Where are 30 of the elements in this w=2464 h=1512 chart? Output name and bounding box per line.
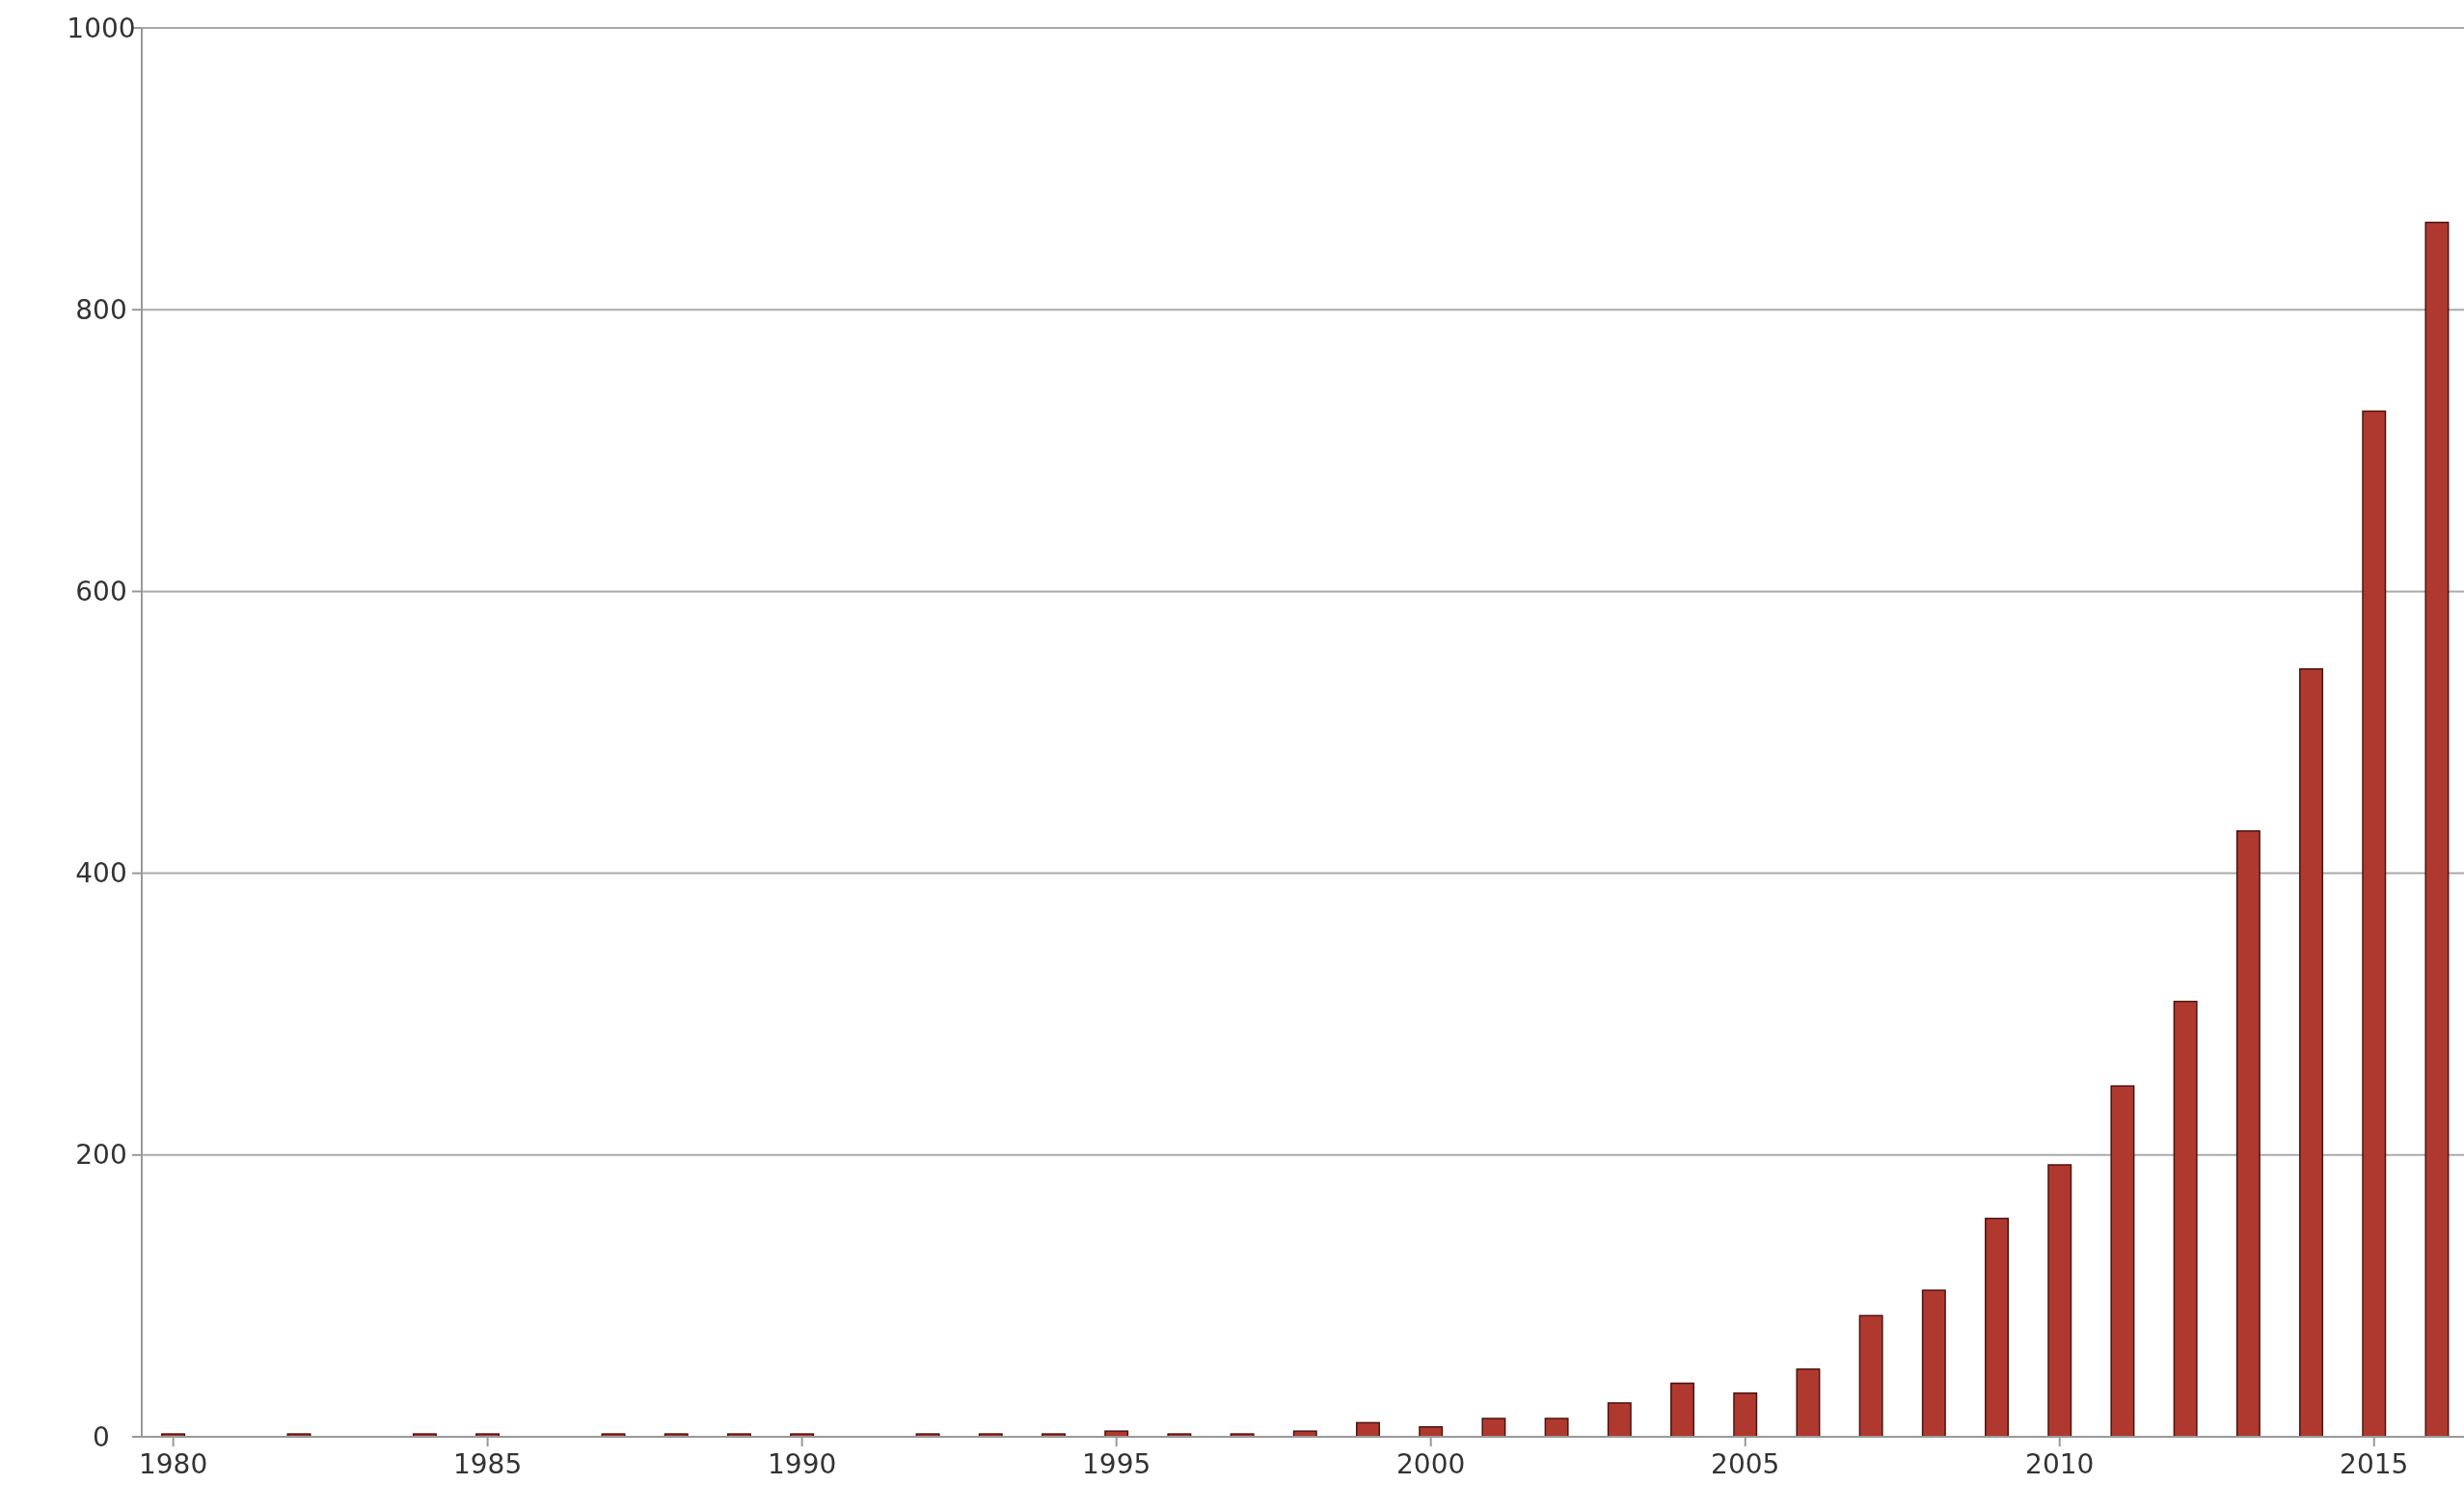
bar	[2235, 830, 2261, 1438]
bar	[2424, 221, 2450, 1438]
bar	[1481, 1418, 1506, 1438]
y-tick-label: 0	[93, 1420, 110, 1453]
bar	[2173, 1000, 2198, 1438]
bar	[1733, 1391, 1758, 1438]
bar	[1544, 1418, 1569, 1438]
x-tick-label: 1980	[138, 1448, 208, 1480]
x-tick-label: 1985	[452, 1448, 523, 1480]
x-tick-label: 2000	[1396, 1448, 1466, 1480]
y-tick-label: 1000	[67, 12, 136, 44]
bar	[2299, 668, 2324, 1438]
y-tick-label: 400	[75, 857, 127, 890]
y-tick-label: 600	[75, 575, 127, 608]
x-tick-label: 2015	[2340, 1448, 2409, 1480]
y-tick-label: 200	[75, 1139, 127, 1172]
y-tick-label: 800	[75, 293, 127, 326]
bar	[1921, 1289, 1946, 1438]
bar	[1607, 1402, 1632, 1438]
x-tick-label: 1990	[768, 1448, 837, 1480]
x-tick-label: 2005	[1711, 1448, 1780, 1480]
bar	[2362, 410, 2387, 1438]
bar	[2047, 1164, 2072, 1438]
bar	[1858, 1314, 1883, 1438]
bar	[1670, 1382, 1694, 1438]
x-tick-label: 2010	[2025, 1448, 2095, 1480]
x-tick-label: 1995	[1082, 1448, 1151, 1480]
bar	[1985, 1217, 2010, 1438]
bar	[2110, 1085, 2135, 1438]
bar	[1796, 1368, 1821, 1438]
